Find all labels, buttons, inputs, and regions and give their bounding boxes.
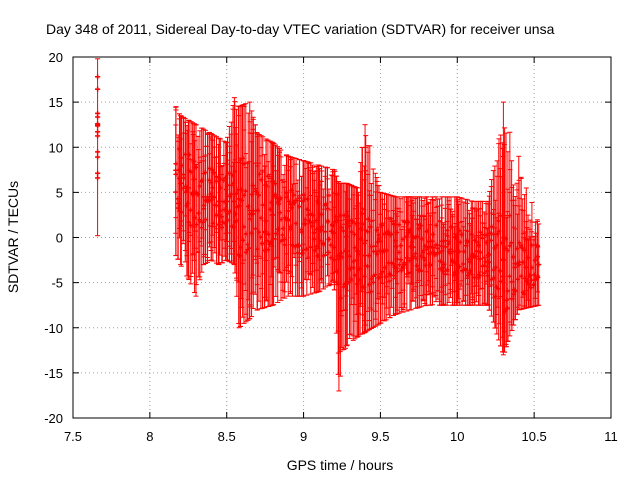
data-point-group: [185, 119, 191, 279]
data-point-group: [408, 196, 414, 311]
x-tick-label: 7.5: [64, 429, 82, 444]
data-point-group: [95, 133, 101, 139]
data-point-group: [236, 106, 242, 329]
data-point-group: [231, 97, 237, 266]
x-tick-label: 9: [300, 429, 307, 444]
data-point-group: [377, 191, 383, 324]
x-tick-label: 10.5: [521, 429, 546, 444]
data-point-group: [393, 196, 399, 315]
data-point-group: [95, 74, 101, 80]
data-point-group: [500, 101, 506, 356]
data-point-group: [454, 196, 460, 306]
x-tick-label: 8.5: [218, 429, 236, 444]
data-point-group: [362, 124, 368, 333]
data-point-group: [95, 110, 101, 116]
data-point-group: [335, 193, 341, 375]
data-point-group: [477, 208, 483, 306]
data-point-group: [525, 238, 531, 309]
data-point-group: [330, 171, 336, 281]
data-point-group: [190, 131, 196, 255]
data-point-group: [316, 164, 322, 293]
data-point-group: [516, 155, 522, 311]
data-point-group: [344, 182, 350, 347]
data-point-group: [405, 196, 411, 278]
data-point-group: [424, 196, 430, 306]
y-tick-label: 0: [56, 231, 63, 246]
data-point-group: [173, 106, 179, 257]
data-point-group: [95, 149, 101, 155]
y-axis: 20 15 10 5 0 -5 -10 -15 -20: [44, 50, 611, 426]
data-point-group: [485, 200, 491, 306]
data-point-group: [95, 86, 101, 92]
data-point-group: [95, 58, 101, 237]
data-point-group: [224, 142, 230, 261]
data-point-group: [470, 200, 476, 306]
y-tick-label: -15: [44, 366, 63, 381]
data-point-group: [95, 175, 101, 181]
data-point-group: [285, 155, 291, 297]
y-tick-label: 20: [49, 50, 63, 65]
data-point-group: [331, 169, 337, 284]
data-point-group: [536, 223, 542, 306]
data-point-group: [354, 187, 360, 338]
data-point-group: [280, 174, 286, 284]
y-tick-label: -20: [44, 411, 63, 426]
data-point-group: [193, 124, 199, 297]
y-tick-label: -10: [44, 321, 63, 336]
data-point-group: [370, 209, 376, 328]
data-point-group: [497, 168, 503, 347]
data-point-group: [439, 196, 445, 306]
x-tick-label: 9.5: [371, 429, 389, 444]
y-tick-label: 10: [49, 140, 63, 155]
data-point-group: [494, 175, 500, 316]
data-point-group: [95, 154, 101, 160]
x-tick-label: 10: [450, 429, 464, 444]
data-point-group: [254, 133, 260, 311]
plot-area: [95, 58, 542, 392]
y-axis-label: SDTVAR / TECUs: [5, 181, 21, 293]
data-point-group: [95, 121, 101, 127]
x-axis: 7.5 8 8.5 9 9.5 10 10.5 11: [64, 57, 618, 444]
y-tick-label: 5: [56, 185, 63, 200]
data-point-group: [178, 115, 184, 266]
data-point-group: [287, 159, 293, 295]
x-tick-label: 11: [604, 429, 618, 444]
data-point-group: [289, 156, 295, 245]
y-tick-label: -5: [51, 276, 63, 291]
data-point-group: [95, 170, 101, 176]
data-point-group: [201, 128, 207, 266]
chart-title: Day 348 of 2011, Sidereal Day-to-day VTE…: [46, 21, 555, 37]
data-point-group: [247, 101, 253, 320]
data-point-group: [208, 133, 214, 261]
data-point-group: [227, 152, 233, 263]
data-point-group: [336, 182, 342, 392]
data-point-group: [270, 142, 276, 306]
data-point-group: [216, 137, 222, 266]
data-point-group: [301, 160, 307, 297]
y-tick-label: 15: [49, 95, 63, 110]
x-tick-label: 8: [146, 429, 153, 444]
x-axis-label: GPS time / hours: [287, 457, 394, 473]
